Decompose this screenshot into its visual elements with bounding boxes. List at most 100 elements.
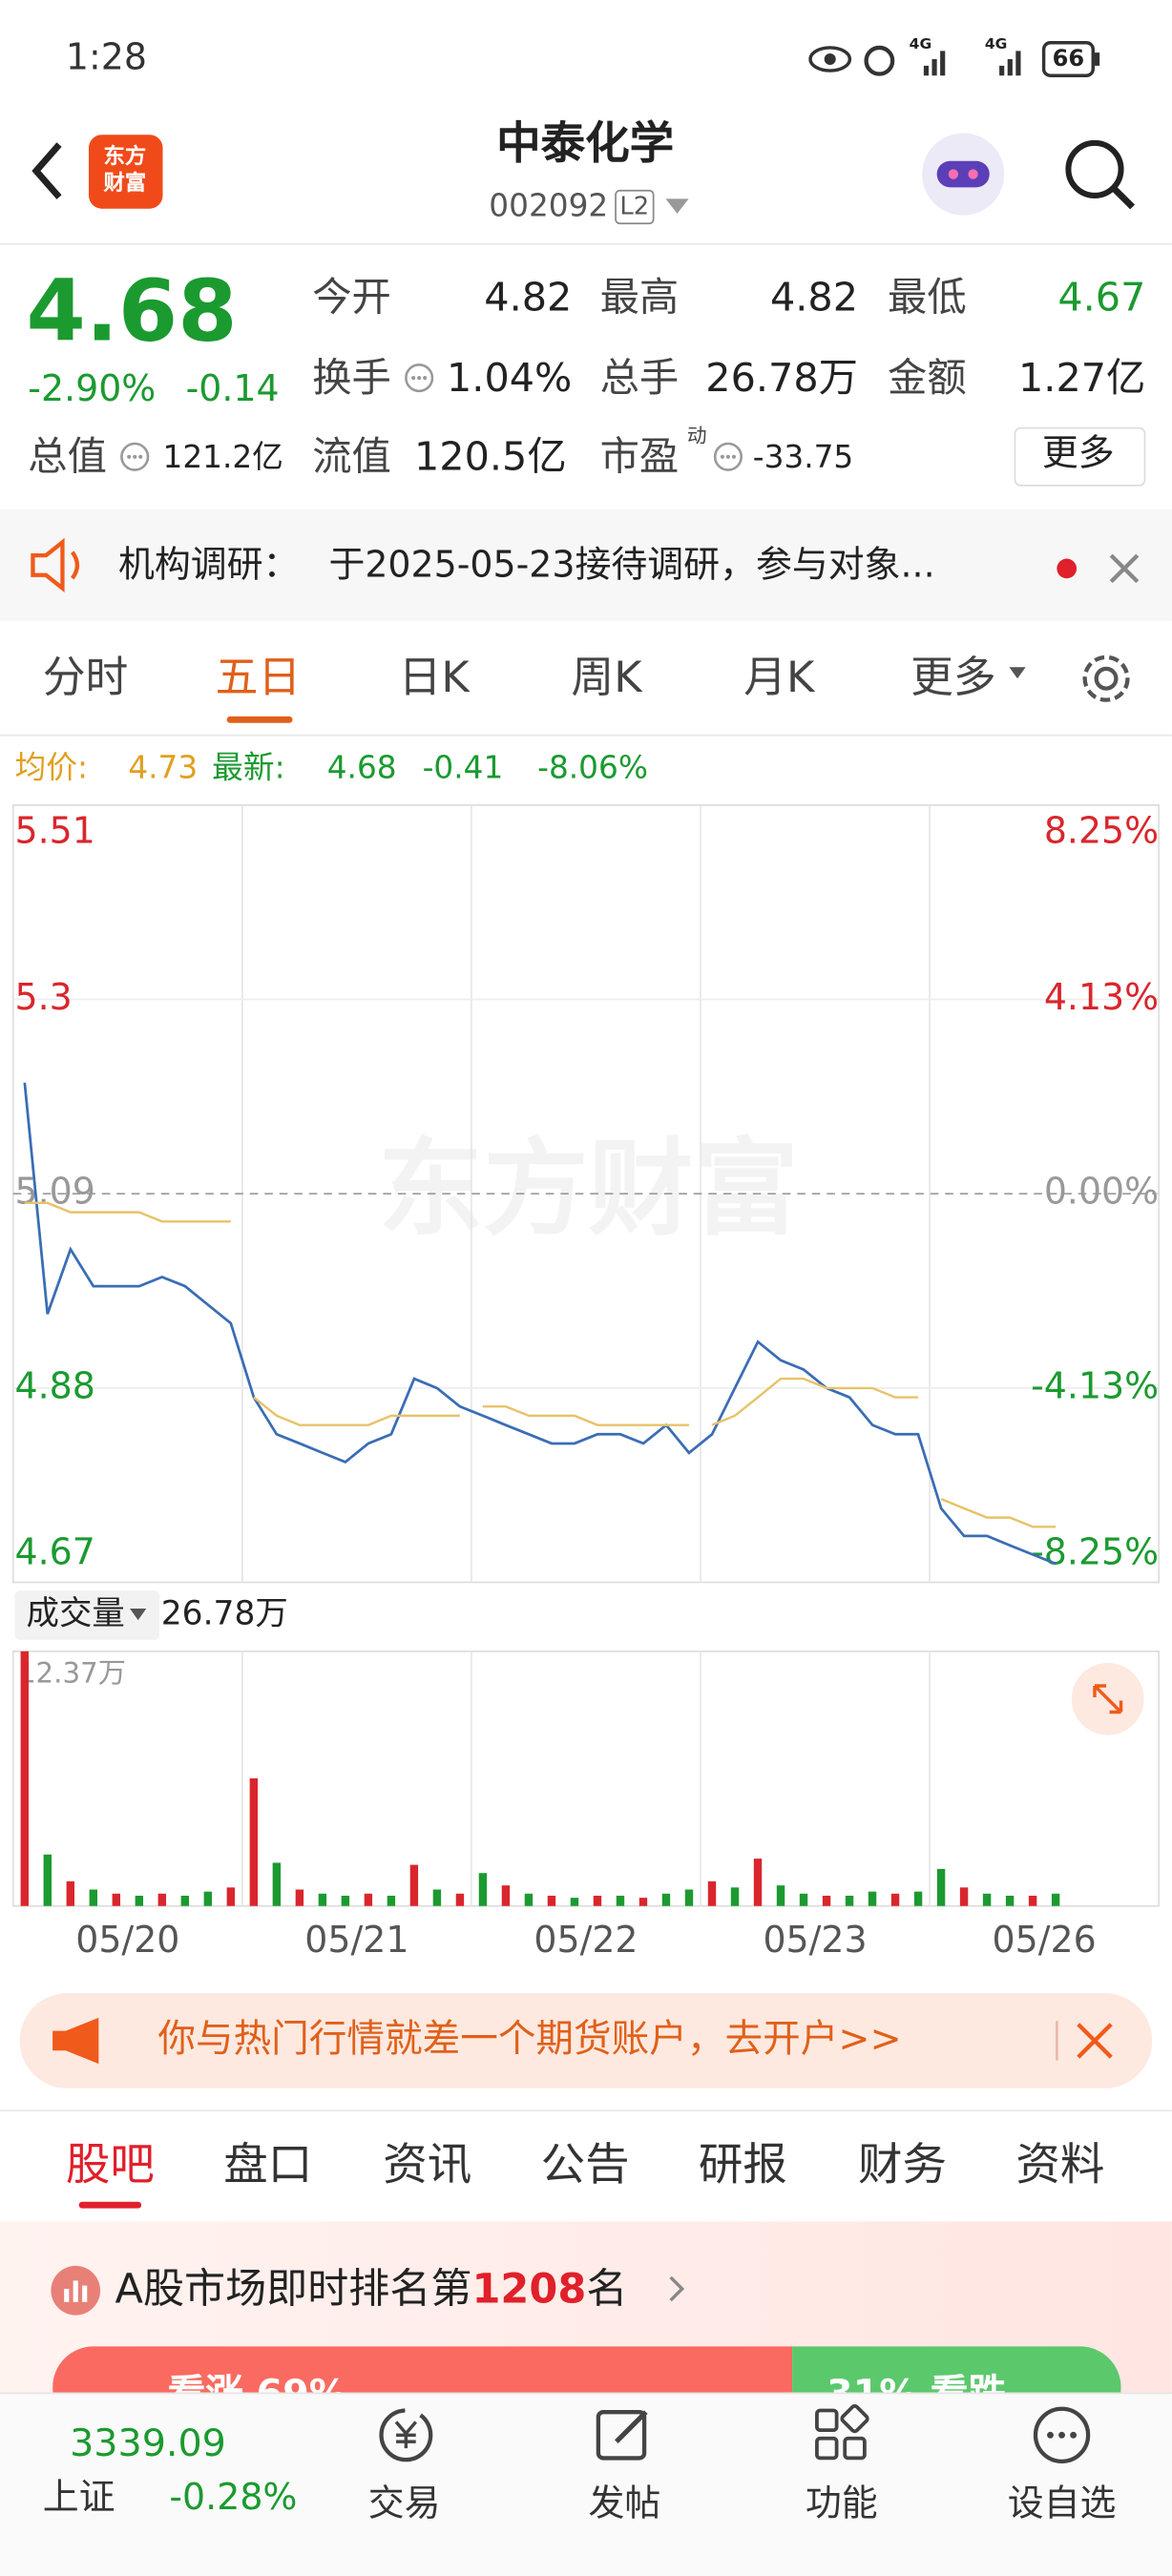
notice-label: 机构调研： <box>117 545 300 587</box>
index-change[interactable]: -0.28% <box>169 2478 298 2520</box>
volume-bar <box>432 1889 442 1906</box>
rank-prefix: A股市场即时排名第 <box>115 2265 472 2313</box>
volume-bar <box>661 1893 671 1906</box>
volume-bar <box>593 1895 602 1906</box>
latest-change: -0.41 <box>422 750 504 787</box>
chart-tab[interactable]: 月K <box>743 654 815 704</box>
promo-banner[interactable] <box>19 1993 1153 2088</box>
volume-bar <box>135 1895 144 1906</box>
volume-bar <box>524 1893 534 1906</box>
change-amount: -0.14 <box>185 369 280 411</box>
latest-change-pct: -8.06% <box>537 750 648 787</box>
y-tick-label: 5.51 <box>14 810 94 852</box>
volume-bar <box>455 1893 465 1906</box>
nav-item[interactable]: 交易 <box>367 2483 441 2526</box>
back-button[interactable] <box>23 138 73 204</box>
content-tab[interactable]: 研报 <box>698 2140 787 2192</box>
dropdown-icon[interactable] <box>664 197 691 218</box>
rank-icon <box>51 2265 101 2316</box>
volume-bar <box>157 1893 167 1906</box>
content-tab[interactable]: 盘口 <box>223 2140 313 2192</box>
volume-bar <box>364 1893 373 1906</box>
network-label: 4G <box>909 36 932 53</box>
field-label: 市盈 <box>599 433 680 480</box>
content-tab[interactable]: 资讯 <box>383 2140 472 2192</box>
megaphone-icon <box>52 2017 99 2065</box>
y-tick-label: 4.88 <box>14 1364 94 1406</box>
volume-bar <box>409 1864 419 1906</box>
avg-label: 均价: <box>14 750 88 787</box>
index-value[interactable]: 3339.09 <box>70 2422 226 2466</box>
info-icon[interactable] <box>118 441 151 473</box>
search-button[interactable] <box>1060 135 1140 214</box>
battery-level: 66 <box>1052 46 1085 73</box>
field-label: 流值 <box>312 433 391 480</box>
volume-bar <box>272 1862 282 1906</box>
nav-item[interactable]: 设自选 <box>1007 2483 1117 2526</box>
chart: 东方财富 5.515.35.094.884.678.25%4.13%0.00%-… <box>11 804 1161 1961</box>
nav-item[interactable]: 功能 <box>805 2483 878 2526</box>
index-name[interactable]: 上证 <box>42 2478 115 2520</box>
field-value: 120.5亿 <box>413 433 567 480</box>
field-value: 1.04% <box>447 354 573 402</box>
volume-bar <box>20 1651 29 1906</box>
avg-value: 4.73 <box>128 750 199 787</box>
volume-bar <box>776 1885 785 1906</box>
volume-bar <box>684 1889 694 1906</box>
info-icon[interactable] <box>712 441 744 473</box>
bottom-nav <box>0 2392 1172 2576</box>
volume-bar <box>936 1868 946 1906</box>
content-tab[interactable]: 公告 <box>540 2140 630 2192</box>
volume-bar <box>1051 1893 1060 1906</box>
settings-button[interactable] <box>1075 648 1137 710</box>
speaker-icon <box>31 537 80 593</box>
post-icon[interactable] <box>590 2402 659 2468</box>
volume-bar <box>822 1895 831 1906</box>
chart-tab[interactable]: 日K <box>398 654 470 704</box>
field-value: 4.82 <box>484 274 573 321</box>
volume-bar <box>501 1885 511 1906</box>
promo-close[interactable] <box>1052 2018 1124 2064</box>
info-icon[interactable] <box>403 362 435 394</box>
volume-bar <box>616 1895 625 1906</box>
field-label: 总手 <box>599 354 680 402</box>
y2-tick-label: 4.13% <box>1044 976 1159 1018</box>
chart-tab[interactable]: 周K <box>571 654 642 704</box>
tab-indicator <box>78 2201 142 2209</box>
content-tab[interactable]: 资料 <box>1015 2140 1105 2192</box>
field-value: 1.27亿 <box>1018 354 1146 402</box>
sentiment-bar[interactable]: 看涨 69% 31% 看跌 <box>52 2346 1121 2393</box>
chart-tab[interactable]: 更多 <box>910 654 996 704</box>
promo-text[interactable]: 你与热门行情就差一个期货账户，去开户>> <box>157 2018 902 2062</box>
notice-close[interactable] <box>1052 551 1143 587</box>
volume-bar <box>890 1893 900 1906</box>
content-tab-active[interactable]: 股吧 <box>65 2140 155 2192</box>
average-line <box>940 1498 1057 1528</box>
volume-title: 成交量 <box>27 1594 125 1632</box>
field-label: 总值 <box>28 433 107 480</box>
watchlist-icon[interactable] <box>1027 2402 1096 2468</box>
more-button-label[interactable]: 更多 <box>1041 433 1115 475</box>
nav-item[interactable]: 发帖 <box>588 2483 661 2526</box>
chart-tab-active[interactable]: 五日 <box>215 654 302 704</box>
volume-bar <box>707 1880 717 1906</box>
field-value: 4.82 <box>769 274 858 321</box>
last-price: 4.68 <box>26 262 238 362</box>
app-logo-text: 东方财富 <box>103 145 147 196</box>
volume-bar <box>845 1895 854 1906</box>
volume-bar <box>226 1887 236 1906</box>
dropdown-icon[interactable] <box>1008 665 1028 681</box>
y-tick-label: 5.3 <box>14 976 72 1018</box>
function-icon[interactable] <box>808 2402 874 2468</box>
assistant-avatar[interactable] <box>917 128 1009 219</box>
volume-bar <box>43 1854 52 1906</box>
more-button[interactable] <box>1014 426 1146 487</box>
trade-icon[interactable] <box>369 2402 442 2468</box>
rank-suffix: 名 <box>586 2265 628 2313</box>
content-tab[interactable]: 财务 <box>857 2140 947 2192</box>
chart-tab[interactable]: 分时 <box>42 654 129 704</box>
volume-bar <box>868 1891 877 1906</box>
notice-bar[interactable] <box>0 509 1172 621</box>
rank-number: 1208 <box>471 2265 587 2313</box>
